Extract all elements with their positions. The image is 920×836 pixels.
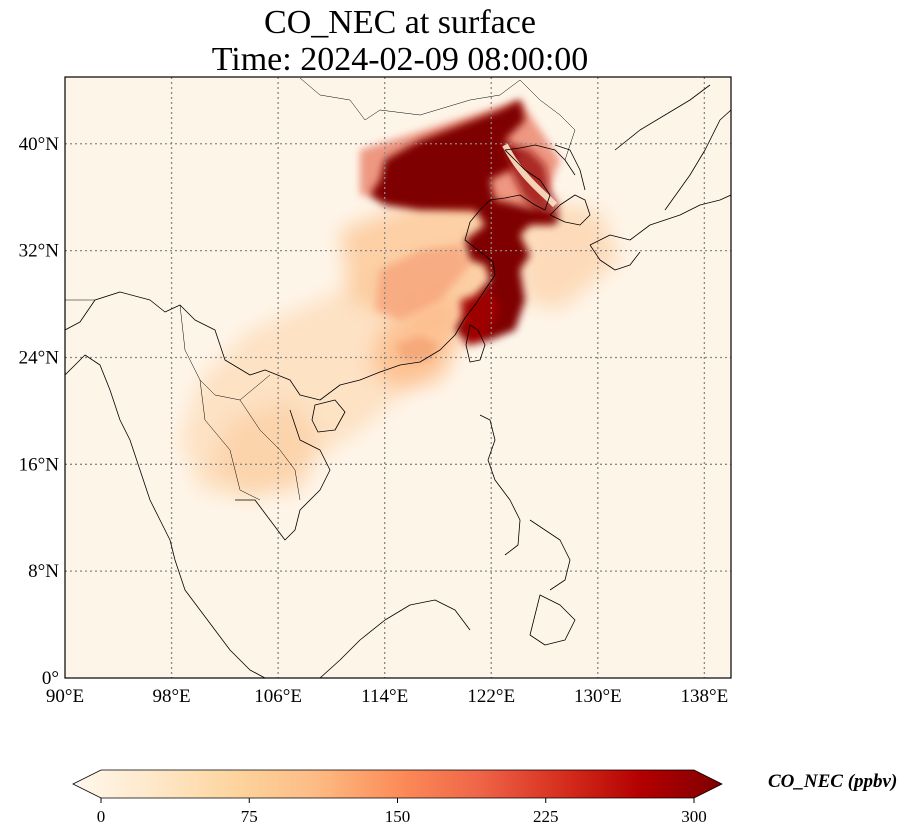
colorbar-tick-label: 0 xyxy=(97,807,106,826)
map-subtitle-time: Time: 2024-02-09 08:00:00 xyxy=(211,41,589,78)
plume-east-sea xyxy=(520,200,620,310)
border-laos-vietnam xyxy=(239,399,301,501)
lon-tick-label: 130°E xyxy=(574,686,622,707)
colorbar-tick-label: 75 xyxy=(241,807,258,826)
coastline-mindanao xyxy=(529,594,576,646)
lon-tick-label: 98°E xyxy=(152,686,190,707)
border-himalaya xyxy=(65,291,121,301)
coastline-honshu-north xyxy=(664,109,731,211)
lat-tick-label: 24°N xyxy=(19,347,60,368)
lat-tick-label: 0° xyxy=(42,668,59,689)
border-china-mongolia xyxy=(299,77,521,121)
colorbar-title: CO_NEC (ppbv) xyxy=(768,771,898,792)
coastline-taiwan xyxy=(465,324,486,363)
lon-tick-label: 114°E xyxy=(361,686,408,707)
border-china-north-korea xyxy=(519,79,576,161)
coastline-hainan xyxy=(311,399,346,433)
coastline-mainland-asia xyxy=(65,144,576,401)
lon-tick-label: 122°E xyxy=(467,686,515,707)
coastline-japan-kyushu-honshu xyxy=(589,194,731,246)
lon-tick-label: 90°E xyxy=(46,686,84,707)
plume-pearl-river xyxy=(395,335,440,362)
latitude-tick-labels: 0° 8°N 16°N 24°N 32°N 40°N xyxy=(19,134,60,689)
map-title: CO_NEC at surface xyxy=(264,4,536,41)
longitude-tick-labels: 90°E 98°E 106°E 114°E 122°E 130°E 138°E xyxy=(46,686,728,707)
border-thailand-laos xyxy=(199,379,261,501)
coastline-borneo xyxy=(319,599,471,678)
coastlines xyxy=(65,84,731,678)
core-east-coast xyxy=(460,290,500,345)
map-frame xyxy=(64,76,732,679)
plume-gap-bohai xyxy=(502,143,558,208)
coastline-kyushu xyxy=(589,244,641,271)
colorbar-tick-label: 150 xyxy=(385,807,411,826)
lon-tick-label: 106°E xyxy=(254,686,302,707)
coastline-burma-malay xyxy=(65,354,266,678)
lat-tick-label: 32°N xyxy=(19,241,60,262)
coastline-korea-east xyxy=(554,144,586,191)
coastline-korea-south xyxy=(549,194,591,226)
map-area xyxy=(65,77,731,678)
colorbar: 0 75 150 225 300 xyxy=(72,769,723,826)
country-borders xyxy=(65,77,576,501)
lat-tick-label: 40°N xyxy=(19,134,60,155)
colorbar-tick-label: 225 xyxy=(533,807,559,826)
plume-yangtze xyxy=(375,245,470,320)
colorbar-tick-label: 300 xyxy=(681,807,707,826)
coastline-visayas xyxy=(529,519,571,591)
lat-tick-label: 16°N xyxy=(19,454,60,475)
gridlines xyxy=(65,77,731,678)
colorbar-body xyxy=(72,769,723,799)
plume-indochina xyxy=(210,400,320,495)
coastline-luzon xyxy=(479,414,521,556)
lat-tick-label: 8°N xyxy=(28,561,59,582)
border-china-southeast-asia xyxy=(179,304,271,401)
lon-tick-label: 138°E xyxy=(681,686,729,707)
coastline-russia-far-east xyxy=(614,84,711,151)
colorbar-ticks: 0 75 150 225 300 xyxy=(97,798,707,826)
coastline-gulf-thailand xyxy=(235,409,331,541)
